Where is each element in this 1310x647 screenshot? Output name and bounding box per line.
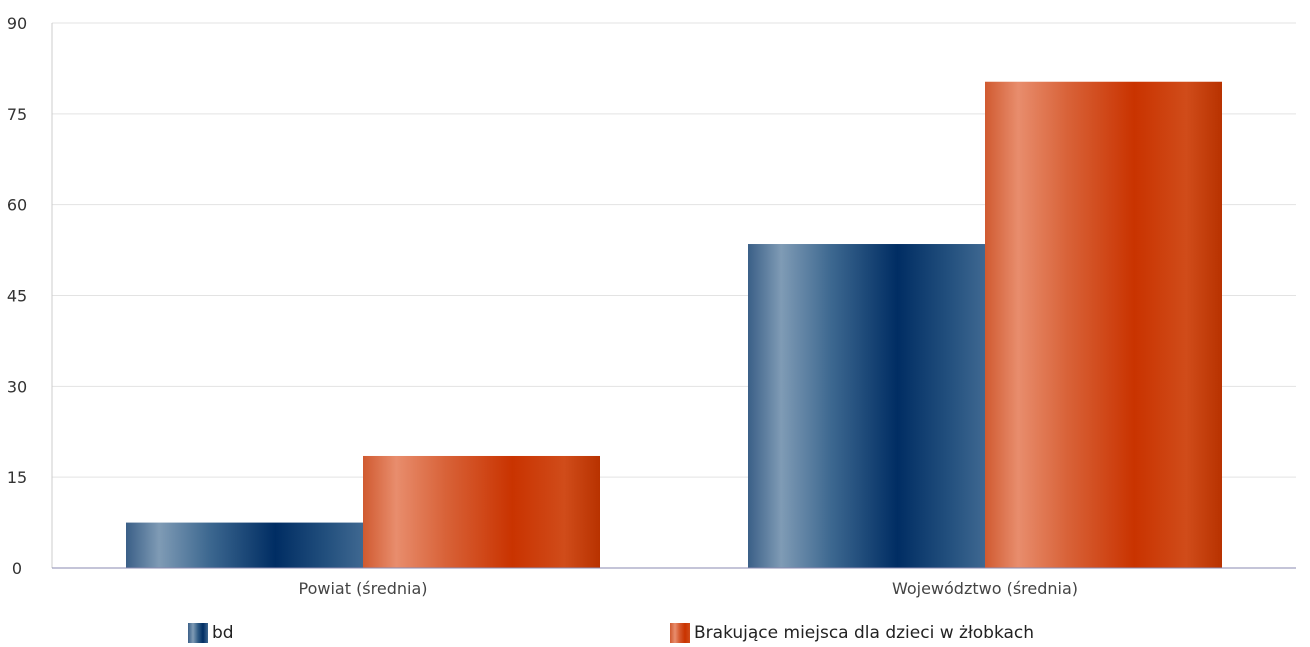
bar-chart: 0 15 30 45 60 75 90 Powiat (średnia) Województwo…	[7, 14, 1296, 598]
bar-brakujace-powiat[interactable]	[363, 455, 600, 568]
legend-item-brakujace[interactable]: Brakujące miejsca dla dzieci w żłobkach	[670, 623, 1034, 643]
y-tick-label: 75	[7, 105, 27, 124]
y-tick-label: 0	[12, 559, 22, 578]
bar-bd-wojewodztwo[interactable]	[748, 244, 985, 568]
legend-item-bd[interactable]: bd	[188, 623, 234, 643]
legend-swatch-bd	[188, 623, 208, 643]
legend-swatch-brakujace	[670, 623, 690, 643]
y-tick-label: 90	[7, 14, 27, 33]
y-tick-label: 15	[7, 468, 27, 487]
x-category-label: Województwo (średnia)	[892, 579, 1078, 598]
y-tick-label: 45	[7, 287, 27, 306]
bar-bd-powiat[interactable]	[126, 522, 363, 568]
bar-brakujace-wojewodztwo[interactable]	[985, 81, 1222, 568]
y-tick-label: 30	[7, 377, 27, 396]
legend-label-bd: bd	[212, 623, 234, 643]
x-category-label: Powiat (średnia)	[299, 579, 428, 598]
legend-label-brakujace: Brakujące miejsca dla dzieci w żłobkach	[694, 623, 1035, 643]
y-tick-label: 60	[7, 196, 27, 215]
